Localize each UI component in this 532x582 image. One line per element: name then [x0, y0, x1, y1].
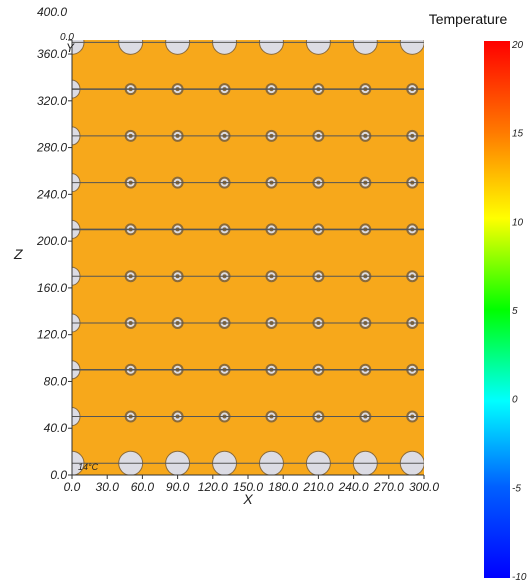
legend-tick-label: -10: [512, 572, 527, 582]
legend-tick-label: 5: [512, 306, 518, 317]
x-tick-label: 180.0: [268, 480, 298, 494]
z-axis-ticks: 0.0 40.0 80.0 120.0 160.0 200.0 240.0 280.0 320.…: [36, 5, 72, 482]
color-legend: Temperature 20 15 10 5 0 -5 -10: [429, 11, 527, 582]
x-tick-label: 60.0: [131, 480, 155, 494]
hole-edge: [447, 451, 471, 475]
legend-tick-label: -5: [512, 483, 521, 494]
legend-tick-label: 15: [512, 129, 524, 140]
x-axis-ticks: 0.0 30.0 60.0 90.0 120.0 150.0 180.0 210.0 240.0…: [64, 475, 439, 494]
z-tick-label: 240.0: [36, 187, 67, 201]
hole-edge: [451, 408, 467, 426]
x-tick-label: 30.0: [96, 480, 120, 494]
hole-edge: [451, 267, 467, 285]
x-axis-label: X: [242, 491, 253, 507]
temperature-field: [72, 40, 424, 475]
temperature-probe-label: 14°C: [78, 462, 99, 472]
x-tick-label: 210.0: [302, 480, 333, 494]
x-tick-label: 150.0: [233, 480, 263, 494]
corner-origin-label: 0.0: [60, 32, 74, 43]
legend-title: Temperature: [429, 11, 508, 27]
colorbar: [484, 41, 510, 578]
legend-tick-label: 0: [512, 395, 518, 406]
x-tick-label: 0.0: [64, 480, 81, 494]
legend-tick-label: 20: [511, 40, 524, 51]
hole-edge: [451, 80, 467, 98]
x-tick-label: 240.0: [338, 480, 369, 494]
hole-edge: [451, 174, 467, 192]
z-tick-label: 320.0: [37, 94, 67, 108]
hole-edge: [451, 220, 467, 238]
z-tick-label: 360.0: [37, 47, 67, 61]
z-tick-label: 40.0: [44, 421, 68, 435]
legend-ticks: 20 15 10 5 0 -5 -10: [511, 40, 527, 582]
z-tick-label: 280.0: [36, 141, 67, 155]
hole-edge: [451, 314, 467, 332]
hole-edge: [451, 127, 467, 145]
x-tick-label: 90.0: [166, 480, 190, 494]
x-tick-label: 270.0: [373, 480, 404, 494]
z-axis-label: Z: [13, 246, 23, 262]
z-tick-label: 400.0: [37, 5, 67, 19]
hole-edge: [451, 361, 467, 379]
x-tick-label: 300.0: [409, 480, 439, 494]
legend-tick-label: 10: [512, 217, 524, 228]
x-tick-label: 120.0: [198, 480, 228, 494]
z-tick-label: 120.0: [37, 328, 67, 342]
z-tick-label: 0.0: [50, 468, 67, 482]
temperature-plot: 0.0 30.0 60.0 90.0 120.0 150.0 180.0 210.0 240.0…: [13, 5, 471, 507]
y-axis-marker: Y: [66, 41, 75, 55]
hole-edge: [447, 30, 471, 54]
z-tick-label: 160.0: [37, 281, 67, 295]
z-tick-label: 200.0: [36, 234, 67, 248]
grid-lines: [72, 41, 424, 464]
z-tick-label: 80.0: [44, 374, 68, 388]
